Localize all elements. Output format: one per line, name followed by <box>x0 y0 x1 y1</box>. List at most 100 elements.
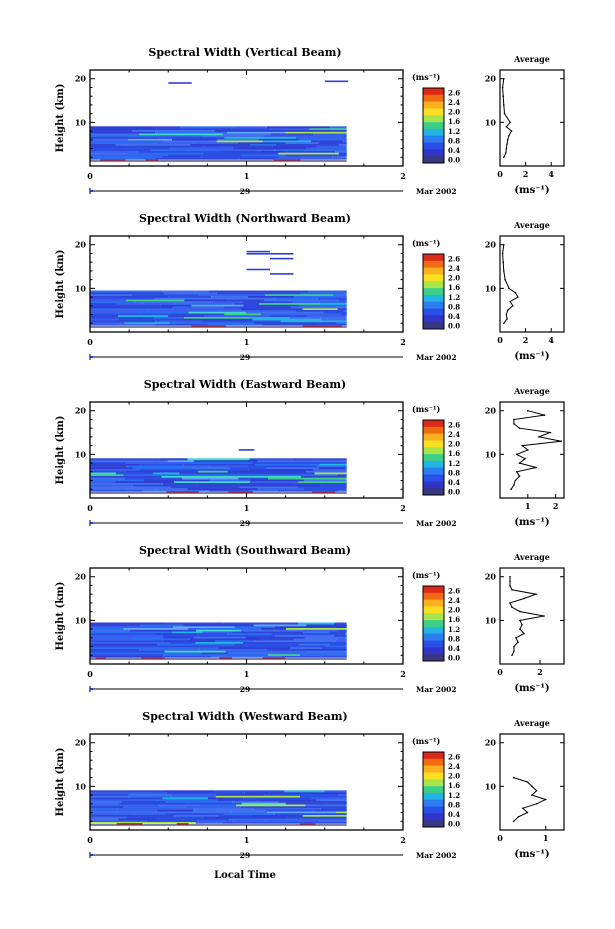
colorbar-swatch <box>423 142 444 150</box>
heatmap-cell <box>208 290 272 293</box>
colorbar-tick-label: 2.0 <box>448 606 460 615</box>
heatmap-cell <box>167 460 194 462</box>
heatmap-cell <box>146 652 201 655</box>
heatmap-cell <box>264 793 339 796</box>
heatmap-cell <box>303 641 346 644</box>
heatmap-cell <box>232 147 307 150</box>
heatmap-cell <box>90 458 160 461</box>
heatmap-cell <box>250 821 304 824</box>
heatmap-cell <box>90 814 174 817</box>
heatmap-cell <box>208 489 249 492</box>
heatmap-cell <box>294 295 336 298</box>
heatmap-cell <box>189 638 262 641</box>
heatmap-cell <box>266 126 331 129</box>
colorbar-swatch <box>423 813 444 821</box>
heatmap-cell <box>255 463 320 466</box>
heatmap-cell <box>129 629 197 632</box>
heatmap-cell <box>132 638 190 641</box>
heatmap-cell <box>219 150 260 153</box>
heatmap-cell <box>90 811 156 814</box>
heatmap-cell <box>211 655 283 658</box>
average-profile-point <box>527 449 529 451</box>
heatmap-cell <box>329 643 347 646</box>
heatmap-cell <box>343 135 347 137</box>
average-profile-point <box>508 134 510 137</box>
heatmap-cell <box>275 634 334 637</box>
heatmap-cell <box>193 460 258 462</box>
heatmap-cell <box>90 655 164 658</box>
heatmap-cell <box>243 304 299 307</box>
heatmap-cell <box>90 308 173 310</box>
heatmap-cell <box>90 294 132 296</box>
heatmap-cell <box>224 313 261 316</box>
colorbar-tick-label: 2.0 <box>448 772 460 781</box>
heatmap-cell <box>301 475 347 478</box>
average-profile-point <box>501 252 504 255</box>
heatmap-cell <box>245 311 324 314</box>
heatmap-cell <box>126 465 210 468</box>
heatmap-cell <box>188 311 246 314</box>
heatmap-cell <box>170 793 216 796</box>
heatmap-cell <box>227 470 307 473</box>
heatmap-cell <box>166 491 184 493</box>
colorbar-swatch <box>423 322 444 330</box>
heatmap-cell <box>124 477 183 480</box>
heatmap-cell <box>273 308 303 310</box>
heatmap-cell <box>214 790 285 793</box>
heatmap-cell <box>156 135 203 137</box>
heatmap-cell <box>316 799 347 801</box>
colorbar-unit: (ms⁻¹) <box>412 570 440 580</box>
heatmap-cell <box>162 640 216 642</box>
colorbar-tick-label: 2.4 <box>448 762 460 771</box>
average-profile-point <box>518 462 521 464</box>
colorbar-swatch <box>423 799 444 807</box>
colorbar-tick-label: 0.4 <box>448 146 460 155</box>
colorbar-tick-label: 0.0 <box>448 156 460 165</box>
heatmap-cell <box>233 145 273 148</box>
average-profile-point <box>509 575 511 578</box>
colorbar-swatch <box>423 156 444 164</box>
average-unit-label: (ms⁻¹) <box>514 185 549 196</box>
avg-y-tick-label: 10 <box>485 117 497 127</box>
colorbar-tick-label: 0.8 <box>448 634 460 643</box>
avg-y-tick-label: 20 <box>485 406 497 416</box>
colorbar-swatch <box>423 122 444 130</box>
heatmap-cell <box>241 154 286 157</box>
colorbar-tick-label: 1.6 <box>448 449 460 458</box>
heatmap-cell <box>343 309 347 312</box>
heatmap-cell <box>170 645 247 648</box>
heatmap-cell <box>152 126 180 129</box>
heatmap-cell <box>90 631 172 634</box>
heatmap-cell <box>179 472 239 475</box>
average-profile-point <box>505 313 508 316</box>
heatmap-cell <box>240 475 301 478</box>
colorbar-swatch <box>423 488 444 496</box>
heatmap-cell <box>308 290 347 293</box>
heatmap-cell <box>260 627 286 630</box>
heatmap-cell <box>90 322 125 324</box>
heatmap-cell <box>233 643 299 646</box>
heatmap-cell <box>90 807 118 810</box>
average-profile-point <box>531 785 533 788</box>
heatmap-cell <box>90 315 119 317</box>
heatmap-cell <box>199 804 236 807</box>
average-frame <box>499 567 565 665</box>
colorbar-swatch <box>423 599 444 607</box>
colorbar-tick-label: 2.4 <box>448 430 460 439</box>
colorbar-swatch <box>423 779 444 787</box>
colorbar-swatch <box>423 752 444 760</box>
heatmap-cell <box>314 472 347 475</box>
heatmap-cell <box>193 142 238 144</box>
heatmap-cell <box>336 295 347 298</box>
colorbar-tick-label: 2.4 <box>448 98 460 107</box>
heatmap-cell <box>336 474 347 476</box>
average-profile-point <box>513 418 515 421</box>
heatmap-cell <box>163 140 217 143</box>
heatmap-cell <box>278 800 347 803</box>
heatmap-cell <box>146 647 219 649</box>
heatmap-cell <box>241 802 286 805</box>
heatmap-cell <box>196 629 241 632</box>
heatmap-cell <box>90 306 173 309</box>
